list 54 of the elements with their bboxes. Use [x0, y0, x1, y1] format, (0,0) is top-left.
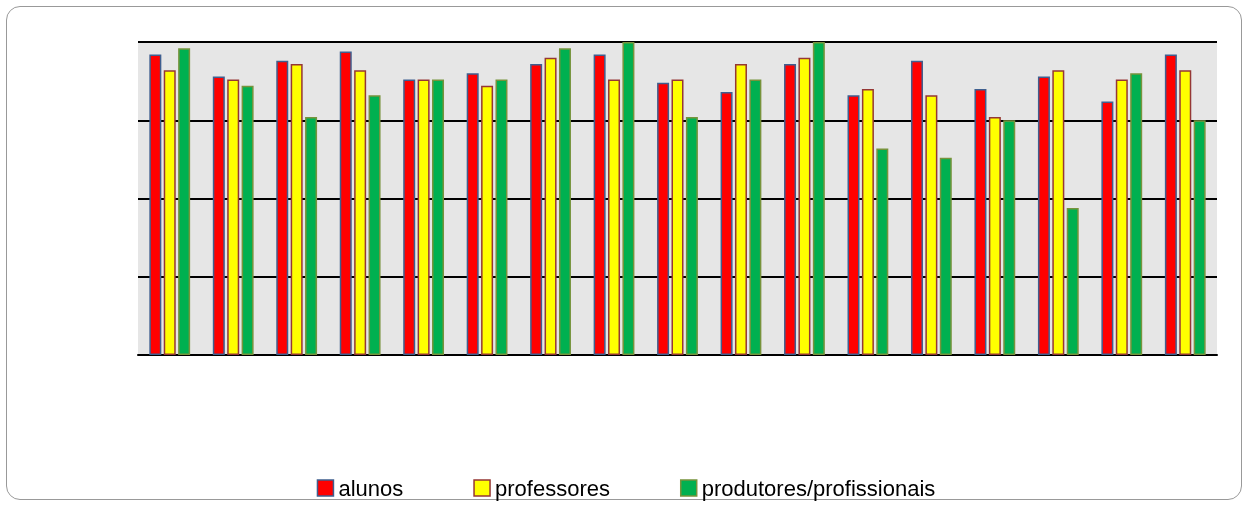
bar	[1066, 207, 1079, 355]
bar	[988, 117, 1001, 355]
bar	[1052, 70, 1065, 355]
bar	[847, 95, 860, 355]
bar	[861, 88, 874, 355]
bar	[812, 42, 825, 355]
legend-label: alunos	[338, 475, 404, 501]
bar	[1037, 76, 1050, 355]
bar	[530, 63, 543, 355]
bar	[1130, 73, 1143, 355]
bar	[685, 117, 698, 355]
bar	[432, 79, 445, 355]
bar	[622, 42, 635, 355]
bar	[354, 70, 367, 355]
bar	[544, 57, 557, 355]
bar	[608, 79, 621, 355]
bar	[417, 79, 430, 355]
bar	[1115, 79, 1128, 355]
bar	[276, 60, 289, 355]
bar	[925, 95, 938, 355]
bar	[212, 76, 225, 355]
bar	[495, 79, 508, 355]
bar	[290, 63, 303, 355]
bar	[466, 73, 479, 355]
bar	[593, 54, 606, 355]
bar	[403, 79, 416, 355]
bar	[671, 79, 684, 355]
bar	[1193, 120, 1206, 355]
bar	[876, 148, 889, 355]
bar	[784, 63, 797, 355]
bar	[749, 79, 762, 355]
bar	[163, 70, 176, 355]
bar	[481, 85, 494, 355]
legend-label: professores	[495, 475, 610, 501]
bar	[178, 48, 191, 355]
bar	[657, 82, 670, 355]
bar	[368, 95, 381, 355]
legend-label: produtores/profissionais	[701, 475, 936, 501]
bar	[720, 92, 733, 355]
bar	[1164, 54, 1177, 355]
bar	[149, 54, 162, 355]
bar	[910, 60, 923, 355]
bar	[339, 51, 352, 355]
bar	[974, 88, 987, 355]
bar	[305, 117, 318, 355]
bar	[1101, 101, 1114, 355]
bar	[241, 85, 254, 355]
bar	[227, 79, 240, 355]
bar	[939, 157, 952, 355]
bar	[1179, 70, 1192, 355]
bar	[734, 63, 747, 355]
bar	[558, 48, 571, 355]
bar	[798, 57, 811, 355]
bar	[1003, 120, 1016, 355]
